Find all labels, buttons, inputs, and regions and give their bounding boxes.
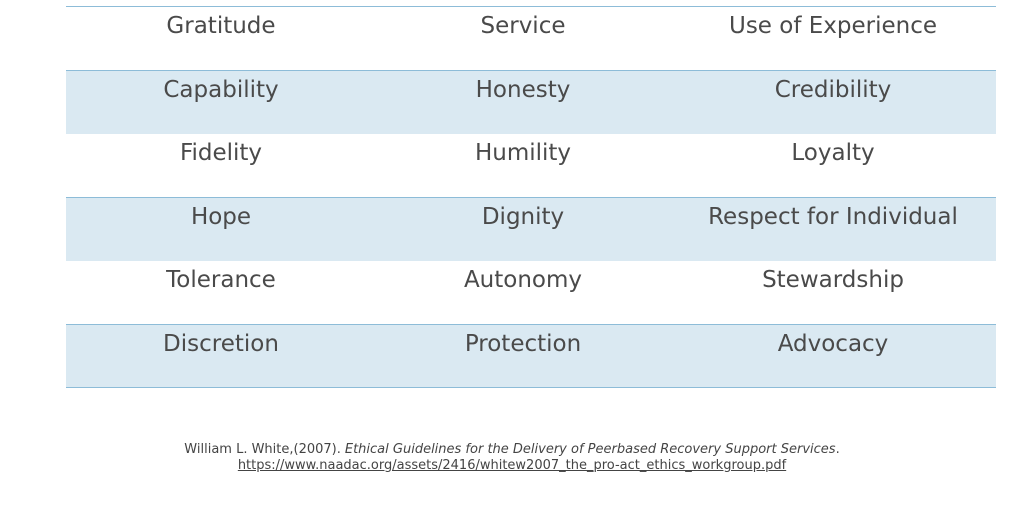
table-cell: Humility bbox=[474, 139, 572, 166]
table-cell: Dignity bbox=[376, 197, 670, 261]
values-table: Gratitude Service Use of Experience Capabil… bbox=[66, 6, 996, 388]
table-cell: Advocacy bbox=[670, 324, 996, 388]
table-cell: Capability bbox=[66, 70, 376, 134]
citation-line: William L. White,(2007). Ethical Guidelin… bbox=[0, 442, 1024, 458]
table-cell: Hope bbox=[66, 197, 376, 261]
table-cell: Respect for Individual bbox=[670, 197, 996, 261]
table-cell: Discretion bbox=[66, 324, 376, 388]
table-cell: Autonomy bbox=[463, 266, 583, 293]
citation: William L. White,(2007). Ethical Guidelin… bbox=[0, 442, 1024, 474]
table-cell: Protection bbox=[376, 324, 670, 388]
table-cell: Credibility bbox=[670, 70, 996, 134]
table-cell: Stewardship bbox=[762, 266, 904, 293]
table-row: Discretion Protection Advocacy bbox=[66, 324, 996, 388]
table-cell: Loyalty bbox=[791, 139, 875, 166]
citation-title: Ethical Guidelines for the Delivery of P… bbox=[344, 442, 836, 457]
citation-link[interactable]: https://www.naadac.org/assets/2416/white… bbox=[237, 458, 787, 473]
table-cell: Tolerance bbox=[166, 266, 276, 293]
citation-author: William L. White,(2007). bbox=[184, 442, 341, 457]
table-cell: Use of Experience bbox=[728, 13, 938, 39]
table-cell: Honesty bbox=[376, 70, 670, 134]
table-row: Tolerance Autonomy Stewardship bbox=[66, 261, 996, 325]
table-cell: Fidelity bbox=[179, 139, 263, 166]
table-row: Gratitude Service Use of Experience bbox=[66, 7, 996, 71]
table-row: Fidelity Humility Loyalty bbox=[66, 134, 996, 198]
table-row: Capability Honesty Credibility bbox=[66, 70, 996, 134]
table-row: Hope Dignity Respect for Individual bbox=[66, 197, 996, 261]
table-cell: Service bbox=[480, 13, 566, 39]
citation-end: . bbox=[835, 442, 840, 457]
table-cell: Gratitude bbox=[166, 13, 276, 39]
